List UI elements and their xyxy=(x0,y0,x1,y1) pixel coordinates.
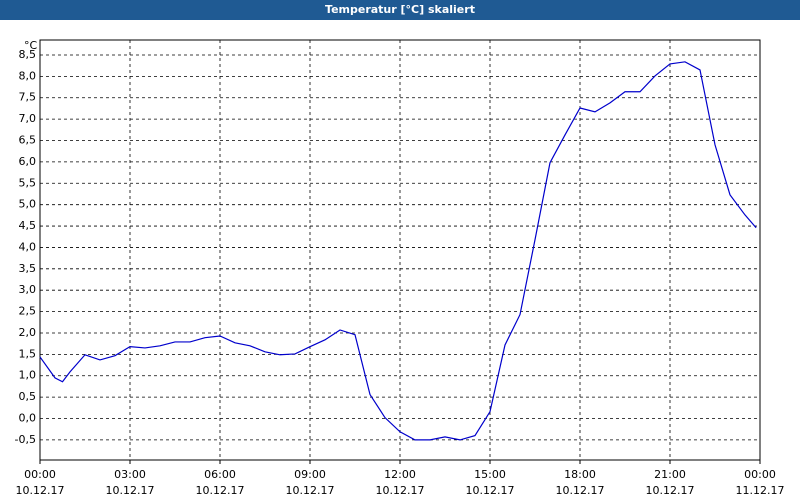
y-tick-label: 6,5 xyxy=(19,134,37,147)
x-tick-date: 10.12.17 xyxy=(466,484,515,497)
title-bar: Temperatur [°C] skaliert xyxy=(0,0,800,20)
y-tick-label: 0,0 xyxy=(19,412,37,425)
x-tick-label: 00:00 xyxy=(744,468,776,481)
x-tick-label: 06:00 xyxy=(204,468,236,481)
y-tick-label: 2,5 xyxy=(19,305,37,318)
y-tick-label: 6,0 xyxy=(19,155,37,168)
x-tick-date: 10.12.17 xyxy=(646,484,695,497)
y-tick-label: 2,0 xyxy=(19,326,37,339)
y-tick-label: 5,5 xyxy=(19,176,37,189)
x-tick-date: 10.12.17 xyxy=(196,484,245,497)
y-tick-label: 0,5 xyxy=(19,390,37,403)
x-tick-label: 03:00 xyxy=(114,468,146,481)
x-tick-date: 10.12.17 xyxy=(556,484,605,497)
x-tick-label: 21:00 xyxy=(654,468,686,481)
x-tick-label: 09:00 xyxy=(294,468,326,481)
y-tick-label: 7,5 xyxy=(19,91,37,104)
x-tick-date: 10.12.17 xyxy=(106,484,155,497)
plot-frame xyxy=(39,39,761,461)
x-tick-label: 15:00 xyxy=(474,468,506,481)
x-tick-label: 00:00 xyxy=(24,468,56,481)
y-tick-label: 7,0 xyxy=(19,112,37,125)
y-tick-label: 1,5 xyxy=(19,347,37,360)
x-tick-date: 10.12.17 xyxy=(16,484,65,497)
y-tick-label: 8,5 xyxy=(19,48,37,61)
x-tick-date: 10.12.17 xyxy=(376,484,425,497)
y-tick-label: -0,5 xyxy=(15,433,36,446)
chart: °C -0,5 0,0 0,5 1,0 1,5 2,0 2,5 3,0 3,5 4,0 4,5 5,0… xyxy=(15,39,785,497)
x-tick-label: 18:00 xyxy=(564,468,596,481)
x-tick-date: 10.12.17 xyxy=(286,484,335,497)
y-tick-label: 5,0 xyxy=(19,198,37,211)
y-tick-label: 4,5 xyxy=(19,219,37,232)
line xyxy=(39,61,757,441)
x-tick-label: 12:00 xyxy=(384,468,416,481)
y-tick-label: 3,5 xyxy=(19,262,37,275)
y-tick-label: 3,0 xyxy=(19,283,37,296)
y-tick-label: 4,0 xyxy=(19,240,37,253)
y-tick-label: 1,0 xyxy=(19,369,37,382)
y-tick-label: 8,0 xyxy=(19,69,37,82)
x-tick-date: 11.12.17 xyxy=(736,484,785,497)
y-unit: °C xyxy=(24,39,38,52)
